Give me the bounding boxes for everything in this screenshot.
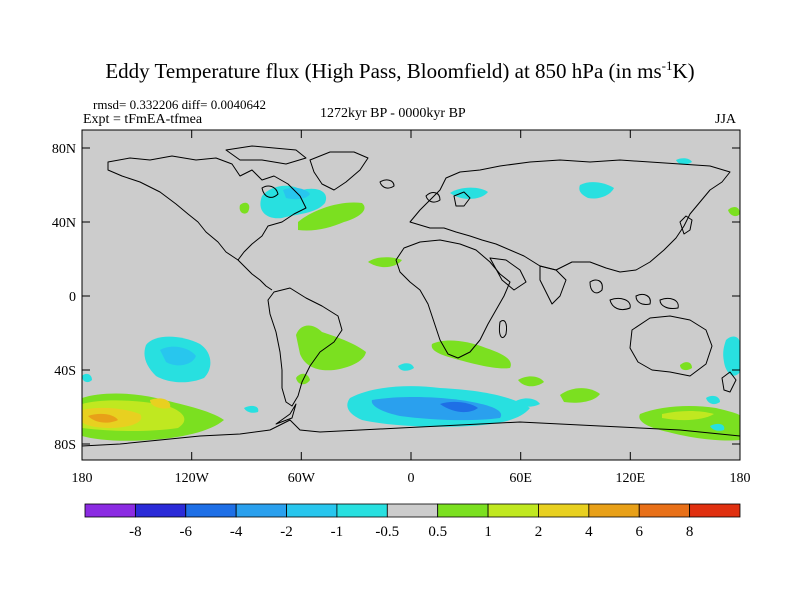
anomaly-fills [82,158,740,441]
colorbar-cell [437,503,489,518]
x-tick-label: 120E [616,471,646,486]
colorbar-cell [538,503,590,518]
y-tick-label: 80S [54,438,76,453]
x-tick-label: 180 [730,471,751,486]
colorbar-cell [185,503,237,518]
y-tick-label: 0 [69,290,76,305]
x-tick-label: 180 [72,471,93,486]
anomaly-southern-africa-positive [431,340,511,369]
plot-title: Eddy Temperature flux (High Pass, Bloomf… [105,58,695,83]
colorbar-cell [84,503,136,518]
colorbar-cell [386,503,439,518]
y-tick-marks [82,147,740,445]
coast-antarctica [82,419,740,447]
colorbar-label: 8 [686,524,694,540]
x-tick-label: 120W [175,471,210,486]
colorbar-cell [286,503,338,518]
x-tick-marks [81,130,741,460]
colorbar-cell [134,503,187,518]
colorbar-label: -2 [280,524,293,540]
anomaly-south-atlantic-positive [296,325,366,371]
coast-north-america [107,155,307,261]
y-tick-label: 40N [52,216,76,231]
colorbar-label: -4 [230,524,243,540]
x-tick-labels: 180 120W 60W 0 60E 120E 180 [72,471,751,486]
colorbar-label: -6 [180,524,193,540]
coast-africa [395,239,511,359]
colorbar-label: 6 [635,524,643,540]
colorbar-label: 1 [484,524,492,540]
season-label: JJA [715,112,737,127]
period-label: 1272kyr BP - 0000kyr BP [320,106,466,121]
coast-eurasia [409,159,731,273]
colorbar-label: 2 [535,524,543,540]
y-tick-labels: 80N 40N 0 40S 80S [52,142,76,453]
colorbar-label: -1 [331,524,344,540]
colorbar-cell [588,503,640,518]
coast-australia [629,315,713,377]
anomaly-eurasia-negative [450,187,488,199]
x-tick-label: 60W [288,471,316,486]
x-tick-label: 0 [408,471,415,486]
colorbar-label: 0.5 [428,524,447,540]
y-tick-label: 40S [54,364,76,379]
colorbar-cell [235,503,287,518]
coast-south-america [267,287,343,407]
colorbar-label: -0.5 [375,524,399,540]
coast-greenland [309,151,369,191]
y-tick-label: 80N [52,142,76,157]
experiment-label: Expt = tFmEA-tfmea [83,112,203,127]
stats-text: rmsd= 0.332206 diff= 0.0040642 [93,97,266,112]
colorbar-cell [689,503,741,518]
colorbar-label: -8 [129,524,142,540]
anomaly-midatlantic-positive [298,202,365,231]
colorbar-cell [336,503,388,518]
colorbar-cell [487,503,539,518]
colorbar-label: 4 [585,524,593,540]
coastlines [82,145,740,447]
x-tick-label: 60E [509,471,532,486]
colorbar-cell [638,503,691,518]
colorbar: -8 -6 -4 -2 -1 -0.5 0.5 1 2 4 6 8 [84,503,741,540]
